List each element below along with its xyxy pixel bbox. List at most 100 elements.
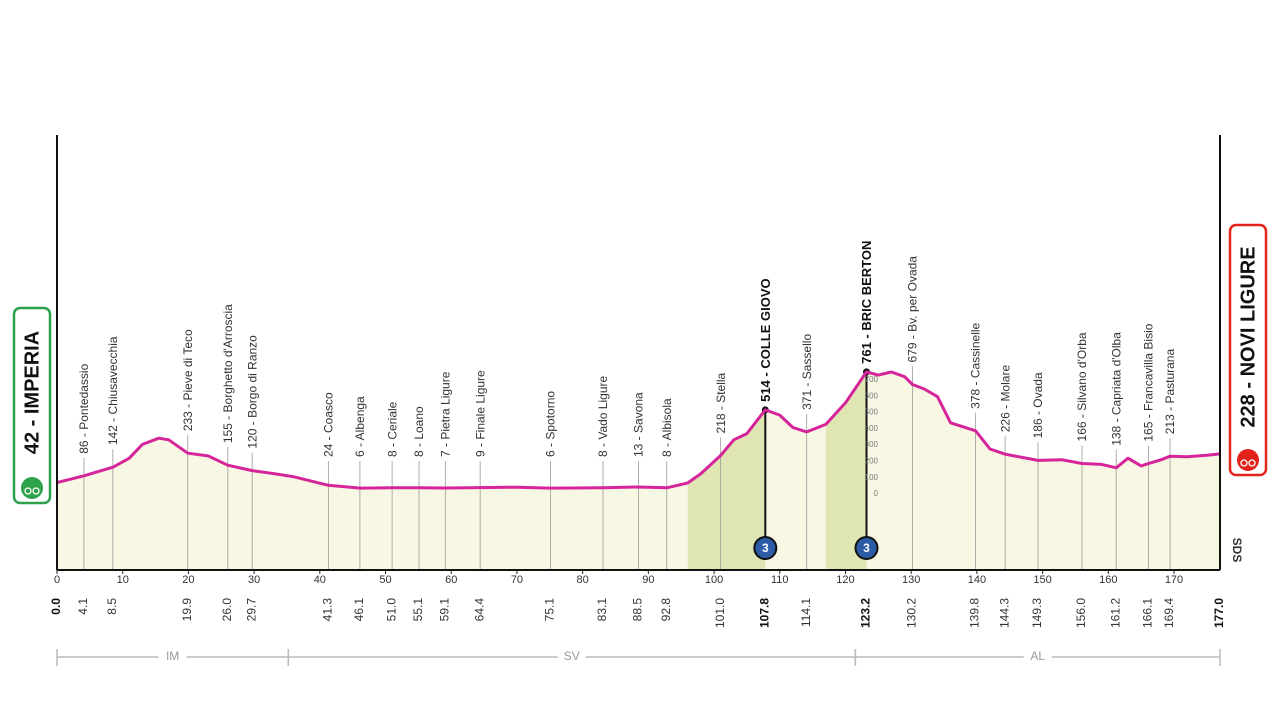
finish-label: 228 - NOVI LIGURE xyxy=(1237,246,1259,427)
km-label: 55.1 xyxy=(411,598,425,622)
waypoint-label: 166 - Silvano d'Orba xyxy=(1075,332,1089,441)
km-label: 41.3 xyxy=(321,598,335,622)
waypoint-label: 378 - Cassinelle xyxy=(969,322,983,408)
km-label: 26.0 xyxy=(220,598,234,622)
waypoint-label: 226 - Molare xyxy=(998,365,1012,433)
x-tick-label: 70 xyxy=(511,574,523,586)
climb-scale-label: 700 xyxy=(865,375,879,384)
km-label: 92.8 xyxy=(659,598,673,622)
profile-line xyxy=(56,370,1221,490)
km-label: 161.2 xyxy=(1108,598,1122,628)
finish-icon-wheel xyxy=(1248,459,1256,467)
start-icon xyxy=(21,477,43,499)
x-tick-label: 50 xyxy=(379,574,391,586)
x-tick-label: 90 xyxy=(642,574,654,586)
x-tick-label: 100 xyxy=(705,574,723,586)
km-label: 123.2 xyxy=(859,598,873,628)
finish-icon-wheel xyxy=(1240,459,1248,467)
waypoint-label: 213 - Pasturana xyxy=(1163,349,1177,435)
start-icon-wheel xyxy=(32,487,40,495)
waypoint-label: 8 - Vado Ligure xyxy=(596,376,610,457)
x-tick-label: 130 xyxy=(902,574,920,586)
x-tick-label: 170 xyxy=(1165,574,1183,586)
km-label: 59.1 xyxy=(437,598,451,622)
waypoint-label: 8 - Ceriale xyxy=(385,401,399,457)
climb-badge xyxy=(753,536,778,560)
km-label: 29.7 xyxy=(244,598,258,622)
waypoint-label: 7 - Pietra Ligure xyxy=(438,371,452,457)
x-tick-label: 0 xyxy=(54,574,60,586)
km-label: 177.0 xyxy=(1212,598,1226,628)
climb-scale-label: 400 xyxy=(865,424,879,433)
km-label: 144.3 xyxy=(997,598,1011,628)
climb-scale-label: 100 xyxy=(865,473,879,482)
km-label: 156.0 xyxy=(1074,598,1088,628)
climb-scale-label: 500 xyxy=(865,408,879,417)
km-label: 4.1 xyxy=(76,598,90,615)
waypoint-label: 8 - Albisola xyxy=(660,398,674,457)
x-tick-label: 120 xyxy=(836,574,854,586)
climb-zone xyxy=(687,371,766,570)
waypoint-label: 218 - Stella xyxy=(714,372,728,433)
waypoint-label: 138 - Capriata d'Olba xyxy=(1109,332,1123,446)
km-label: 64.4 xyxy=(472,598,486,622)
climb-scale-label: 600 xyxy=(865,391,879,400)
logo: SDS xyxy=(1230,538,1244,563)
waypoint-label: 371 - Sassello xyxy=(800,334,814,410)
waypoint-label: 6 - Albenga xyxy=(353,396,367,457)
climb-scale-label: 200 xyxy=(865,457,879,466)
x-tick-label: 60 xyxy=(445,574,457,586)
waypoint-label: 86 - Pontedassio xyxy=(77,363,91,453)
x-tick-label: 20 xyxy=(182,574,194,586)
waypoint-label: 165 - Francavilla Bisio xyxy=(1142,323,1156,441)
km-label: 88.5 xyxy=(631,598,645,622)
km-label: 83.1 xyxy=(595,598,609,622)
start-icon-wheel xyxy=(24,487,32,495)
x-tick-label: 110 xyxy=(771,574,789,586)
km-label: 8.5 xyxy=(105,598,119,615)
x-tick-label: 10 xyxy=(117,574,129,586)
start-label: 42 - IMPERIA xyxy=(21,331,43,454)
km-label: 0.0 xyxy=(49,598,63,615)
finish-box xyxy=(1228,223,1268,477)
km-label: 149.3 xyxy=(1030,598,1044,628)
waypoint-label: 155 - Borghetto d'Arroscia xyxy=(221,304,235,443)
region-label: AL xyxy=(1030,649,1045,663)
climb-category: 3 xyxy=(863,541,870,555)
waypoint-label: 679 - Bv. per Ovada xyxy=(906,256,920,363)
climb-badge xyxy=(854,536,879,560)
waypoint-label: 9 - Finale Ligure xyxy=(473,370,487,457)
start-box xyxy=(12,306,52,505)
waypoint-label: 233 - Pieve di Teco xyxy=(181,329,195,431)
waypoint-label: 186 - Ovada xyxy=(1031,372,1045,438)
climb-label: 761 - BRIC BERTON xyxy=(859,241,874,364)
climb-scale-label: 0 xyxy=(874,489,879,498)
km-label: 51.0 xyxy=(384,598,398,622)
waypoint-label: 6 - Spotorno xyxy=(544,391,558,457)
profile-area xyxy=(57,371,1220,570)
x-tick-label: 80 xyxy=(577,574,589,586)
climb-label: 514 - COLLE GIOVO xyxy=(758,278,773,402)
region-label: SV xyxy=(564,649,580,663)
waypoint-label: 8 - Loano xyxy=(412,406,426,457)
x-tick-label: 40 xyxy=(314,574,326,586)
region-label: IM xyxy=(166,649,179,663)
km-label: 169.4 xyxy=(1162,598,1176,628)
climb-category: 3 xyxy=(762,541,769,555)
km-label: 114.1 xyxy=(799,598,813,627)
x-tick-label: 140 xyxy=(968,574,986,586)
waypoint-label: 13 - Savona xyxy=(632,392,646,457)
waypoint-label: 120 - Borgo di Ranzo xyxy=(245,335,259,449)
x-tick-label: 150 xyxy=(1033,574,1051,586)
finish-icon xyxy=(1237,449,1259,471)
x-tick-label: 160 xyxy=(1099,574,1117,586)
km-label: 139.8 xyxy=(968,598,982,628)
x-tick-label: 30 xyxy=(248,574,260,586)
km-label: 130.2 xyxy=(905,598,919,628)
waypoint-label: 24 - Coasco xyxy=(322,392,336,457)
km-label: 46.1 xyxy=(352,598,366,622)
km-label: 19.9 xyxy=(180,598,194,622)
waypoint-label: 142 - Chiusavecchia xyxy=(106,336,120,445)
